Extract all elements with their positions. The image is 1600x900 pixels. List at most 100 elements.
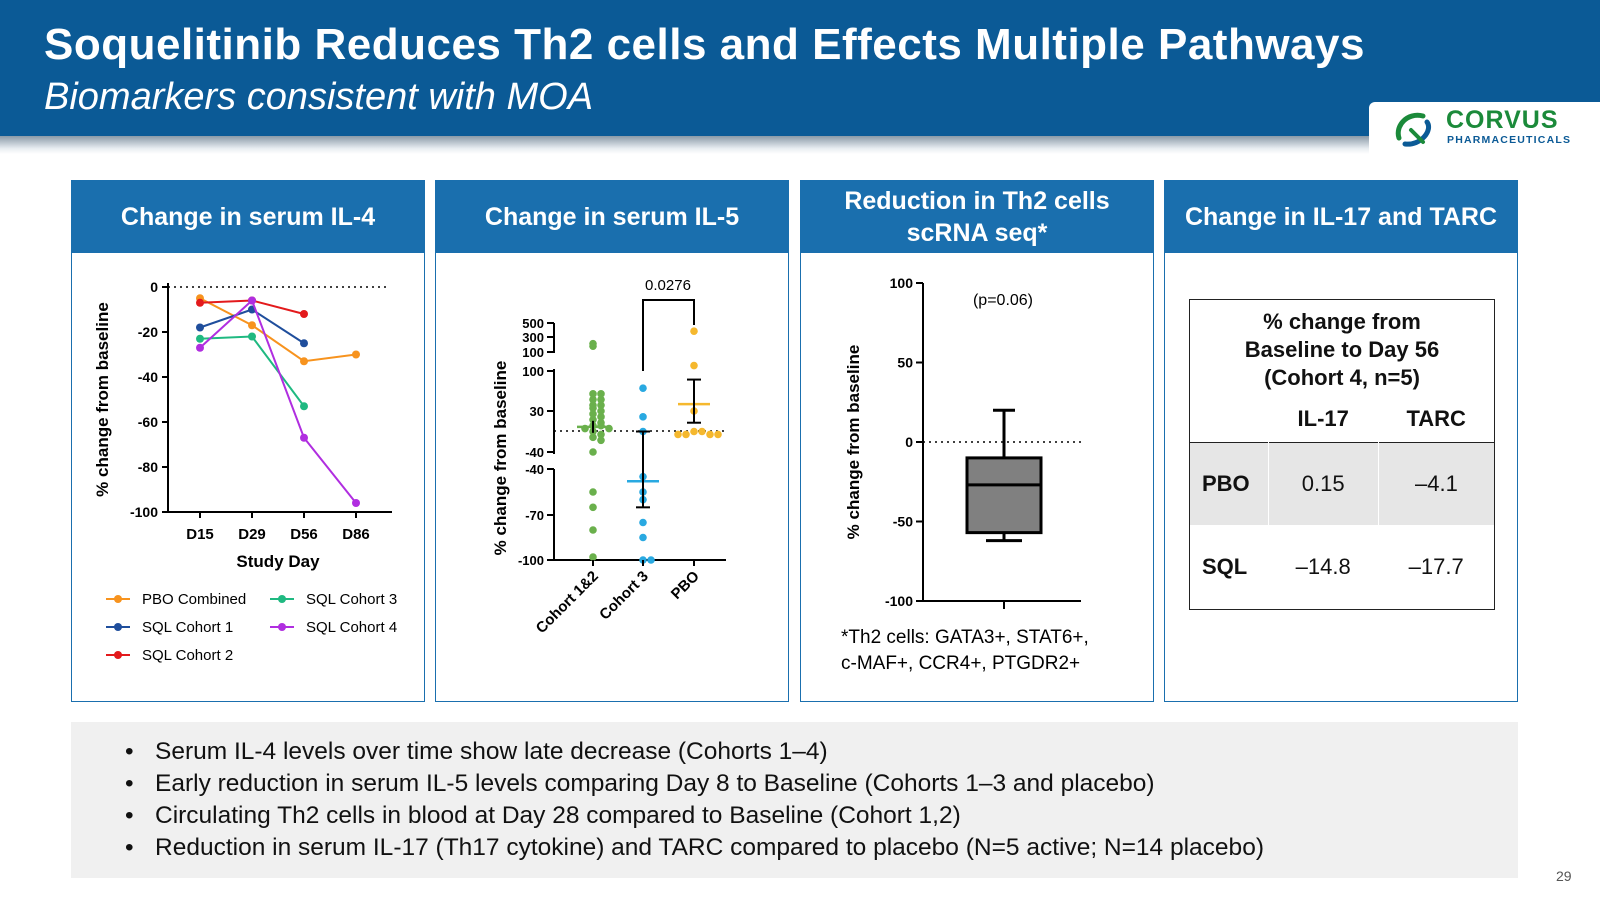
legend-marker — [278, 595, 286, 603]
data-point — [300, 433, 308, 442]
data-point — [248, 296, 256, 305]
cell-pbo-il17: 0.15 — [1268, 442, 1379, 525]
data-point — [690, 327, 698, 335]
data-point — [589, 433, 597, 442]
logo-wordmark: CORVUS — [1446, 106, 1559, 134]
legend-marker — [114, 623, 122, 631]
data-point — [647, 556, 655, 564]
data-point — [589, 395, 597, 404]
significance-bracket — [642, 299, 695, 371]
y-tick-label: -80 — [138, 459, 158, 475]
data-point — [597, 436, 605, 445]
x-tick-label: Cohort 1&2 — [533, 568, 602, 637]
panel-il17: Change in IL-17 and TARC % change from B… — [1164, 180, 1518, 702]
data-point — [597, 430, 605, 439]
panel-il5: Change in serum IL-5 500 300 100 100 30 -40 -4… — [435, 180, 789, 702]
footnote-line: *Th2 cells: GATA3+, STAT6+, — [841, 627, 1089, 648]
data-point — [196, 323, 204, 332]
data-point — [690, 361, 698, 370]
data-point — [589, 410, 597, 418]
data-point — [597, 413, 605, 421]
data-point — [597, 390, 605, 398]
series-line — [199, 298, 357, 504]
p-value-annotation: (p=0.06) — [973, 292, 1033, 309]
data-point — [597, 407, 605, 415]
legend-marker — [278, 623, 286, 631]
y-tick-label: -60 — [138, 414, 158, 430]
panel-il17-title: Change in IL-17 and TARC — [1165, 181, 1517, 253]
il17-tarc-table: % change from Baseline to Day 56 (Cohort… — [1189, 299, 1495, 610]
data-point — [300, 402, 308, 411]
y-tick-label: 100 — [522, 345, 544, 360]
x-tick-label: D15 — [186, 526, 214, 543]
legend-label: SQL Cohort 4 — [306, 619, 397, 636]
legend-label: SQL Cohort 2 — [142, 647, 233, 664]
legend-label: SQL Cohort 3 — [306, 591, 397, 608]
page-number: 29 — [1556, 868, 1572, 884]
data-point — [589, 526, 597, 534]
data-point — [300, 310, 308, 318]
data-point — [248, 321, 256, 330]
series-line — [199, 297, 357, 363]
table-row: SQL –14.8 –17.7 — [1190, 525, 1495, 610]
y-tick-label: 30 — [530, 404, 544, 419]
header-shadow — [0, 136, 1600, 154]
data-point — [682, 430, 690, 439]
data-point — [706, 430, 714, 439]
data-point — [674, 430, 682, 439]
panel-th2-title: Reduction in Th2 cells scRNA seq* — [801, 181, 1153, 253]
data-point — [597, 401, 605, 410]
data-point — [639, 518, 647, 527]
bullet-item: Early reduction in serum IL-5 levels com… — [125, 768, 1518, 800]
data-point — [248, 332, 256, 341]
corvus-logo: CORVUS PHARMACEUTICALS — [1369, 102, 1600, 154]
table-header-line: (Cohort 4, n=5) — [1264, 365, 1420, 390]
data-point — [639, 413, 647, 421]
y-tick-label: 0 — [905, 434, 913, 450]
slide-subtitle: Biomarkers consistent with MOA — [44, 76, 594, 118]
row-label-sql: SQL — [1202, 554, 1248, 579]
th2-box-chart: 100 50 0 -50 -100 % change from baseline (p=0.… — [841, 275, 1089, 674]
y-tick-label: -100 — [130, 504, 158, 520]
y-tick-label: 50 — [897, 355, 913, 371]
header-bar: Soquelitinib Reduces Th2 cells and Effec… — [0, 0, 1600, 136]
data-point — [196, 343, 204, 352]
data-point — [589, 448, 597, 456]
y-tick-label: -40 — [525, 445, 544, 460]
cell-pbo-tarc: –4.1 — [1415, 471, 1458, 496]
table-row: PBO 0.15 –4.1 — [1189, 442, 1495, 525]
col-header-il17: IL-17 — [1297, 406, 1349, 431]
cell-sql-il17: –14.8 — [1295, 554, 1351, 579]
y-tick-label: -20 — [138, 324, 158, 340]
x-tick-label: D86 — [342, 526, 370, 543]
logo-subtext: PHARMACEUTICALS — [1447, 134, 1572, 146]
x-tick-label: PBO — [668, 568, 703, 603]
p-value-annotation: 0.0276 — [645, 277, 691, 294]
data-point — [589, 415, 597, 424]
data-point — [589, 488, 597, 496]
data-point — [714, 430, 722, 439]
data-point — [300, 357, 308, 366]
y-tick-label: 500 — [522, 316, 544, 331]
y-tick-label: -40 — [525, 462, 544, 477]
data-point — [589, 503, 597, 512]
y-tick-label: 100 — [890, 275, 914, 291]
y-tick-label: 300 — [522, 330, 544, 345]
panel-il4-title: Change in serum IL-4 — [72, 181, 424, 253]
data-point — [639, 533, 647, 542]
y-tick-label: -100 — [518, 553, 544, 568]
data-point — [352, 499, 360, 507]
legend-label: PBO Combined — [142, 591, 246, 608]
table-header-line: % change from — [1263, 309, 1421, 334]
panel-il5-title: Change in serum IL-5 — [436, 181, 788, 253]
corvus-logo-icon — [1395, 112, 1431, 147]
y-axis-label: % change from baseline — [93, 302, 112, 497]
x-tick-label: D56 — [290, 526, 318, 543]
panel-th2: Reduction in Th2 cells scRNA seq* 100 50 0… — [800, 180, 1154, 702]
y-axis-label: % change from baseline — [491, 361, 510, 556]
data-point — [196, 334, 204, 343]
data-point — [589, 404, 597, 412]
data-point — [589, 553, 597, 561]
y-tick-label: 100 — [522, 364, 544, 379]
bullet-item: Circulating Th2 cells in blood at Day 28… — [125, 800, 1518, 832]
